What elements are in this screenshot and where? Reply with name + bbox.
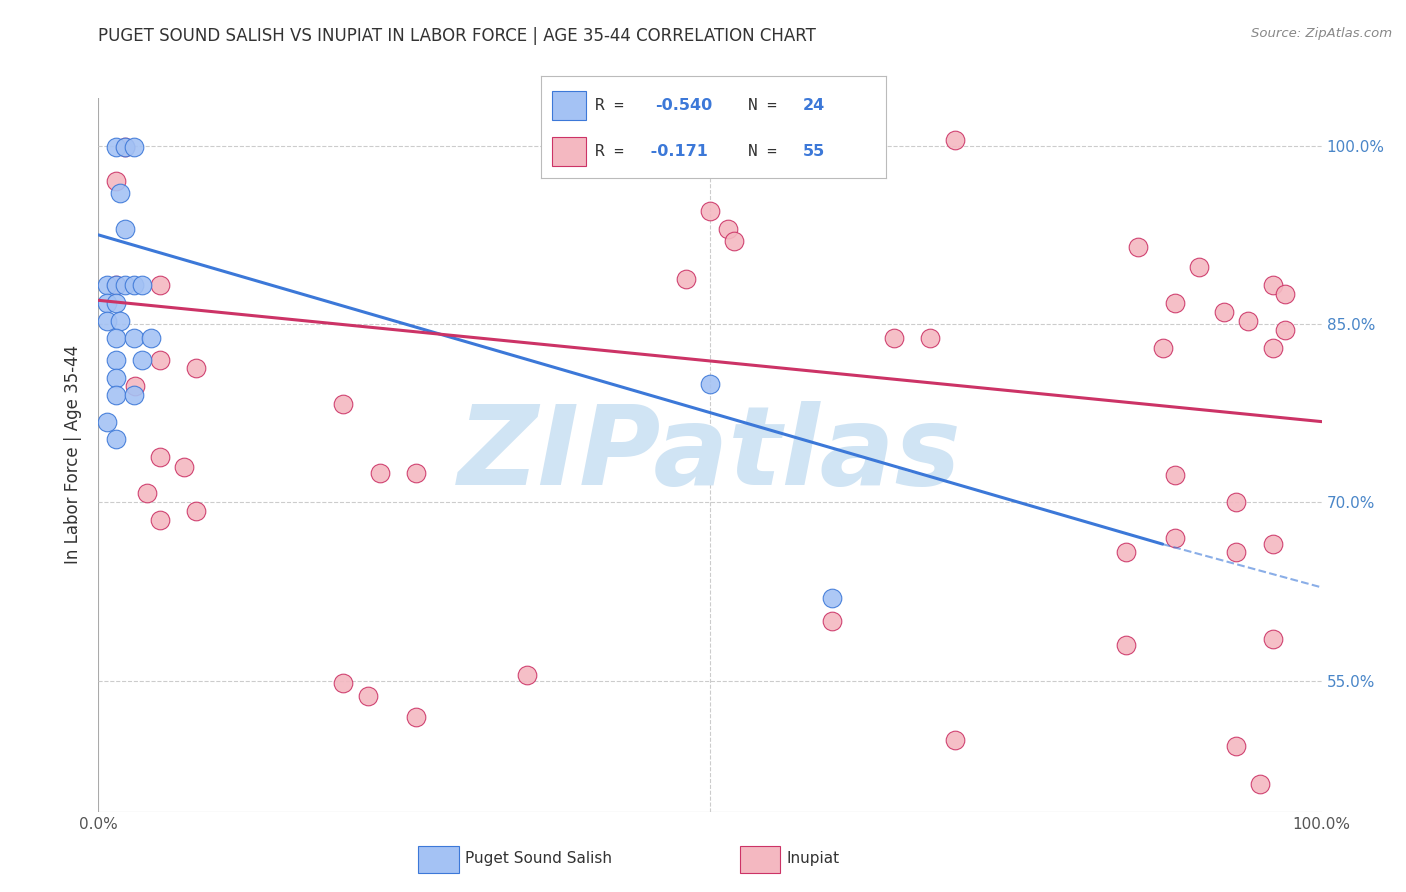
Point [124,379,146,393]
Text: -0.171: -0.171 [645,145,707,160]
Point [131,277,153,292]
Point [122,388,145,402]
Point [114,277,136,292]
Point [1152,341,1174,355]
Point [1225,739,1247,754]
Point [110,186,132,201]
Point [821,615,844,629]
Point [675,272,697,286]
Point [515,668,537,682]
Text: ZIPatlas: ZIPatlas [458,401,962,508]
Point [114,140,136,154]
Text: 24: 24 [803,98,825,113]
Point [943,133,966,147]
Point [1188,260,1211,274]
Point [332,397,354,411]
Bar [419,847,458,873]
Point [104,174,127,188]
Point [186,504,208,518]
Bar [740,847,780,873]
Point [104,277,127,292]
Point [356,690,378,704]
Text: R =: R = [595,98,633,113]
Point [1128,240,1150,254]
Point [1261,341,1284,355]
Point [1225,495,1247,509]
Text: Puget Sound Salish: Puget Sound Salish [465,851,612,866]
Point [104,295,127,310]
Point [104,388,127,402]
Point [723,234,745,248]
Point [1237,313,1260,327]
Text: Inupiat: Inupiat [786,851,839,866]
Point [920,331,942,345]
Point [368,466,391,480]
Point [149,352,172,367]
Point [943,733,966,747]
Point [104,140,127,154]
Point [149,450,172,465]
Point [699,376,721,391]
Point [122,331,145,345]
Point [149,277,172,292]
Point [1261,277,1284,292]
Bar [551,137,586,166]
Point [1249,777,1271,791]
Point [96,415,118,429]
Point [883,331,905,345]
Point [1212,305,1234,319]
Point [717,222,740,236]
Point [110,313,132,327]
Y-axis label: In Labor Force | Age 35-44: In Labor Force | Age 35-44 [65,345,83,565]
Text: 55: 55 [803,145,825,160]
Text: N =: N = [748,98,786,113]
Text: R =: R = [595,145,633,160]
Point [114,140,136,154]
Point [122,140,145,154]
Point [114,222,136,236]
Point [131,352,153,367]
Point [136,486,159,500]
Point [1164,295,1187,310]
Point [405,709,427,723]
Point [104,352,127,367]
Point [104,370,127,384]
Point [1115,638,1137,652]
Point [1164,531,1187,545]
Point [173,459,195,474]
Point [1274,323,1296,337]
Point [186,361,208,376]
Point [96,277,118,292]
Point [821,591,844,605]
Point [405,466,427,480]
Point [139,331,162,345]
Point [149,513,172,527]
Text: -0.540: -0.540 [655,98,713,113]
Text: Source: ZipAtlas.com: Source: ZipAtlas.com [1251,27,1392,40]
Text: PUGET SOUND SALISH VS INUPIAT IN LABOR FORCE | AGE 35-44 CORRELATION CHART: PUGET SOUND SALISH VS INUPIAT IN LABOR F… [98,27,817,45]
Point [332,676,354,690]
Point [699,204,721,219]
Text: N =: N = [748,145,786,160]
Point [96,313,118,327]
Point [1274,287,1296,301]
Point [1164,468,1187,483]
Point [104,277,127,292]
Point [1225,545,1247,559]
Bar [551,91,586,120]
Point [96,295,118,310]
Point [1115,545,1137,559]
Point [1261,537,1284,551]
Point [104,433,127,447]
Point [122,277,145,292]
Point [104,331,127,345]
Point [1261,632,1284,647]
